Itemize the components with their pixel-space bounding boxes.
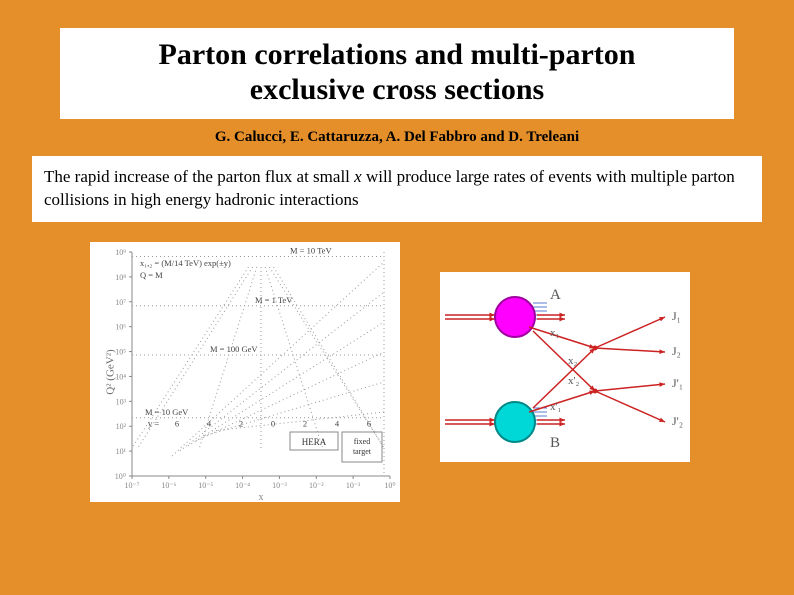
svg-text:y =: y = xyxy=(148,419,159,429)
svg-text:J'₂: J'₂ xyxy=(672,414,683,428)
svg-text:x₁: x₁ xyxy=(550,327,560,339)
svg-text:HERA: HERA xyxy=(302,437,327,447)
svg-text:M = 10 GeV: M = 10 GeV xyxy=(145,407,189,417)
svg-text:6: 6 xyxy=(367,419,371,429)
svg-text:10⁻⁷: 10⁻⁷ xyxy=(124,481,139,490)
statement-box: The rapid increase of the parton flux at… xyxy=(32,156,762,222)
svg-text:10⁸: 10⁸ xyxy=(115,273,126,282)
svg-text:M = 10 TeV: M = 10 TeV xyxy=(290,245,332,255)
svg-text:10³: 10³ xyxy=(116,397,127,406)
svg-text:x'₂: x'₂ xyxy=(568,375,579,387)
svg-text:10⁴: 10⁴ xyxy=(115,372,126,381)
svg-text:6: 6 xyxy=(175,419,179,429)
statement-pre: The rapid increase of the parton flux at… xyxy=(44,167,354,186)
svg-text:2: 2 xyxy=(303,419,307,429)
svg-text:0: 0 xyxy=(271,419,275,429)
title-line-1: Parton correlations and multi-parton xyxy=(159,38,636,71)
statement-x: x xyxy=(354,167,362,186)
svg-text:10⁶: 10⁶ xyxy=(115,323,126,332)
kinematics-plot: 10⁰ 10¹ 10² 10³ 10⁴ 10⁵ 10⁶ 10⁷ 10⁸ 10⁹ 10⁻⁷ 10⁻⁶ 10… xyxy=(90,242,400,502)
svg-text:10⁻³: 10⁻³ xyxy=(272,481,287,490)
svg-text:4: 4 xyxy=(335,419,340,429)
title-box: Parton correlations and multi-parton exc… xyxy=(60,28,734,119)
svg-text:2: 2 xyxy=(239,419,243,429)
svg-text:fixed: fixed xyxy=(354,437,370,446)
svg-text:4: 4 xyxy=(207,419,212,429)
svg-text:10²: 10² xyxy=(116,422,127,431)
svg-text:x'₁: x'₁ xyxy=(550,401,561,413)
svg-text:10⁵: 10⁵ xyxy=(115,347,126,356)
page-title: Parton correlations and multi-parton exc… xyxy=(80,38,714,107)
svg-text:target: target xyxy=(353,447,372,456)
parton-diagram: A B J₁ J₂ J'₁ J'₂ x₁ x₂ x'₁ x'₂ xyxy=(440,272,690,462)
svg-text:10⁻²: 10⁻² xyxy=(309,481,324,490)
svg-text:10⁻¹: 10⁻¹ xyxy=(346,481,361,490)
svg-text:10⁻⁴: 10⁻⁴ xyxy=(235,481,250,490)
figures-row: 10⁰ 10¹ 10² 10³ 10⁴ 10⁵ 10⁶ 10⁷ 10⁸ 10⁹ 10⁻⁷ 10⁻⁶ 10… xyxy=(90,242,734,502)
svg-text:Q = M: Q = M xyxy=(140,270,163,280)
svg-text:10⁹: 10⁹ xyxy=(115,248,126,257)
svg-text:10⁰: 10⁰ xyxy=(115,472,126,481)
svg-text:x₁,₂ = (M/14 TeV) exp(±y): x₁,₂ = (M/14 TeV) exp(±y) xyxy=(140,258,231,268)
svg-text:10⁷: 10⁷ xyxy=(115,298,126,307)
svg-text:10⁰: 10⁰ xyxy=(384,481,395,490)
svg-text:10¹: 10¹ xyxy=(116,447,127,456)
svg-text:J₂: J₂ xyxy=(672,344,681,358)
svg-text:10⁻⁵: 10⁻⁵ xyxy=(198,481,213,490)
kinematics-svg: 10⁰ 10¹ 10² 10³ 10⁴ 10⁵ 10⁶ 10⁷ 10⁸ 10⁹ 10⁻⁷ 10⁻⁶ 10… xyxy=(90,242,400,502)
svg-text:A: A xyxy=(550,287,561,303)
svg-text:B: B xyxy=(550,435,560,451)
svg-text:J₁: J₁ xyxy=(672,309,681,323)
svg-text:x₂: x₂ xyxy=(568,355,578,367)
svg-text:10⁻⁶: 10⁻⁶ xyxy=(161,481,176,490)
svg-text:J'₁: J'₁ xyxy=(672,376,683,390)
authors-line: G. Calucci, E. Cattaruzza, A. Del Fabbro… xyxy=(0,129,794,146)
title-line-2: exclusive cross sections xyxy=(250,73,544,106)
y-axis-label: Q² (GeV²) xyxy=(105,349,117,394)
parton-svg: A B J₁ J₂ J'₁ J'₂ x₁ x₂ x'₁ x'₂ xyxy=(440,272,690,462)
svg-text:M = 100 GeV: M = 100 GeV xyxy=(210,344,258,354)
svg-text:x: x xyxy=(259,492,264,502)
